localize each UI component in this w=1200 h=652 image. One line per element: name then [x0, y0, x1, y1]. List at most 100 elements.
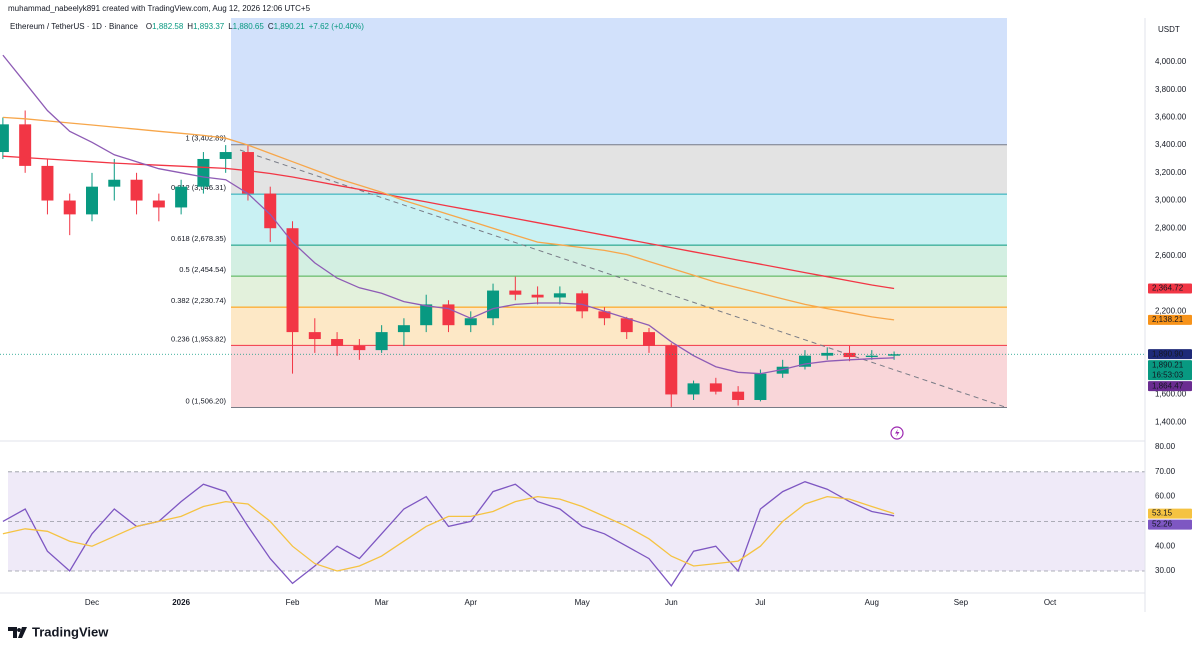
ohlc-key: L [228, 22, 233, 31]
candle-body [108, 179, 121, 187]
fib-label: 0.382 (2,230.74) [171, 296, 227, 305]
y-tick-label: 70.00 [1155, 467, 1176, 476]
y-tick-label: 30.00 [1155, 566, 1176, 575]
indicator-line [2, 495, 895, 572]
x-tick-label: Jul [755, 598, 765, 607]
alert-icon[interactable] [890, 426, 904, 440]
candle-body [665, 345, 678, 395]
y-tick-label: 2,200.00 [1155, 306, 1187, 315]
candle-body [865, 355, 878, 358]
y-tick-label: 2,600.00 [1155, 251, 1187, 260]
y-tick-label: 3,000.00 [1155, 196, 1187, 205]
candle-body [709, 383, 722, 392]
x-tick-label: Dec [85, 598, 99, 607]
price-tag-countdown: 16:53:03 [1152, 370, 1184, 379]
price-tag-label: 52.26 [1152, 520, 1173, 529]
x-tick-label: Mar [375, 598, 389, 607]
change: +7.62 (+0.40%) [309, 22, 364, 31]
price-tag-label: 1,864.47 [1152, 381, 1184, 390]
price-tag [1148, 283, 1192, 294]
price-tag [1148, 519, 1192, 530]
fib-zone [231, 307, 1007, 346]
indicator-line [2, 54, 895, 375]
candle-body [598, 311, 611, 319]
candle-body [375, 332, 388, 351]
price-tag [1148, 508, 1192, 519]
symbol-legend: Ethereum / TetherUS · 1D · Binance O1,882… [10, 22, 364, 31]
price-tag [1148, 349, 1192, 360]
price-tag-label: 53.15 [1152, 509, 1173, 518]
x-tick-label: Sep [954, 598, 969, 607]
symbol: Ethereum / TetherUS · 1D · Binance [10, 22, 138, 31]
candle-body [241, 152, 254, 194]
fib-zone-upper [231, 18, 1007, 145]
y-tick-label: 3,400.00 [1155, 140, 1187, 149]
candle-body [732, 391, 745, 400]
candle-body [353, 345, 366, 351]
logo: TradingView [8, 624, 109, 639]
price-tag-label: 2,138.21 [1152, 315, 1184, 324]
fib-label: 0.618 (2,678.35) [171, 234, 227, 243]
candle-body [63, 200, 76, 215]
ohlc-value: 1,893.37 [193, 22, 225, 31]
y-tick-label: 3,200.00 [1155, 168, 1187, 177]
candle-body [19, 124, 32, 166]
candle-body [509, 290, 522, 295]
y-tick-label: 40.00 [1155, 541, 1176, 550]
y-tick-label: 2,800.00 [1155, 223, 1187, 232]
y-tick-label: 1,600.00 [1155, 390, 1187, 399]
logo-text: TradingView [32, 624, 109, 639]
candle-body [821, 352, 834, 356]
x-tick-label: 2026 [172, 598, 190, 607]
candle-body [843, 352, 856, 358]
candle-body [553, 293, 566, 298]
fib-zone [231, 194, 1007, 246]
candle-body [86, 186, 98, 215]
axes: 4,000.00 3,800.00 3,600.00 3,400.00 3,200.00… [85, 57, 1192, 607]
x-tick-label: Oct [1044, 598, 1057, 607]
x-tick-label: Jun [665, 598, 678, 607]
x-tick-label: Apr [465, 598, 478, 607]
credit: muhammad_nabeelyk891 created with Tradin… [8, 4, 311, 13]
price-tag [1148, 314, 1192, 325]
candle-body [687, 383, 700, 395]
candle-body [286, 228, 299, 333]
candle-body [620, 318, 633, 333]
candle-body [420, 304, 433, 326]
price-tag-label: 2,364.72 [1152, 284, 1184, 293]
y-tick-label: 4,000.00 [1155, 57, 1187, 66]
fib-zone [231, 276, 1007, 308]
candle-body [308, 332, 321, 340]
price-tag [1148, 360, 1192, 381]
fib-label: 0.812 (3,046.31) [171, 183, 227, 192]
ohlc-value: 1,890.21 [274, 22, 306, 31]
y-tick-label: 80.00 [1155, 442, 1176, 451]
y-tick-label: 3,800.00 [1155, 85, 1187, 94]
x-tick-label: May [575, 598, 590, 607]
ohlc-key: C [268, 22, 274, 31]
indicator-line [2, 116, 895, 321]
y-tick-label: 60.00 [1155, 492, 1176, 501]
candle-body [576, 293, 589, 312]
y-tick-label: 3,600.00 [1155, 113, 1187, 122]
candle-body [41, 165, 54, 201]
fib-zone [231, 245, 1007, 277]
ohlc-key: H [187, 22, 193, 31]
candle-body [798, 355, 811, 367]
ohlc-value: 1,882.58 [152, 22, 184, 31]
candle-body [130, 179, 143, 201]
price-tag [1148, 381, 1192, 392]
ohlc-value: 1,880.65 [233, 22, 265, 31]
ohlc: O1,882.58 H1,893.37 L1,880.65 C1,890.21 +7.6… [146, 22, 364, 31]
currency: USDT [1158, 25, 1180, 34]
candle-body [643, 332, 655, 346]
candle-body [152, 200, 165, 208]
fib-retracement: 1 (3,402.89) 0.812 (3,046.31) 0.618 (2,678… [171, 18, 1007, 408]
candle-body [776, 366, 789, 374]
candle-body [754, 373, 767, 400]
ohlc-key: O [146, 22, 152, 31]
fib-label: 0.5 (2,454.54) [179, 265, 226, 274]
indicator-line [2, 155, 895, 290]
candle-body [487, 290, 500, 319]
